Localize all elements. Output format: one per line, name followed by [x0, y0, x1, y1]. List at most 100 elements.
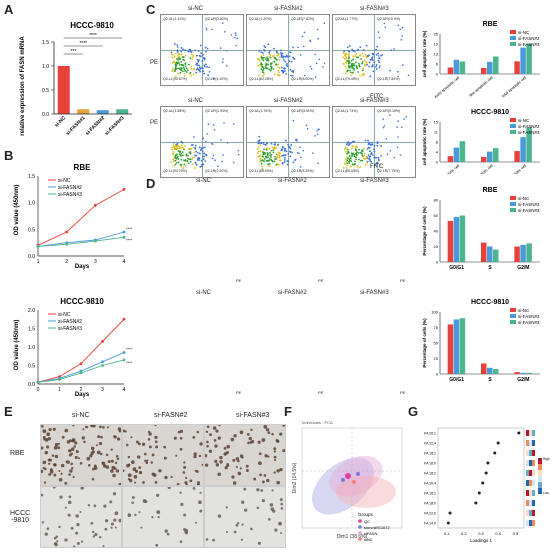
grouped-legend-label: si-NC [518, 30, 530, 35]
b-ytick: 1.5 [28, 327, 35, 333]
c-flow-dot [198, 66, 201, 69]
grouped-legend-label: si-NC [518, 196, 530, 201]
e-cell-dot [138, 466, 142, 470]
c-flow-dot [266, 159, 269, 162]
c-flow-dot [377, 52, 380, 55]
c-flow-plot: Q2-UL(1.73%) Q2-UR(5.19%) Q2-LL(85.33%) Q2-… [332, 106, 416, 178]
pca-point [356, 472, 360, 476]
e-cell-dot [114, 526, 117, 529]
c-flow-dot [342, 62, 345, 65]
pca-point [341, 478, 345, 482]
c-flow-dot [264, 58, 267, 60]
c-flow-dot [191, 156, 194, 159]
e-cell-dot [264, 454, 268, 458]
c-flow-dot [354, 148, 357, 151]
e-cell-dot [280, 532, 283, 535]
b-xtick: 3 [94, 259, 97, 265]
e-cell-dot [110, 459, 114, 463]
e-cell-dot [75, 531, 79, 535]
c-flow-dot [399, 28, 402, 30]
e-cell-dot [87, 504, 91, 507]
c-quadrant-label: Q2-UR(3.91%) [291, 109, 315, 113]
c-flow-dot [297, 46, 299, 49]
e-cell-dot [134, 481, 137, 484]
e-cell-dot [60, 463, 65, 468]
panel-label-b: B [4, 148, 14, 163]
e-cell-dot [64, 506, 67, 509]
g-heat-cell [529, 430, 532, 436]
c-flow-dot [355, 65, 358, 68]
e-cell-dot [70, 452, 74, 456]
e-cell-dot [127, 477, 131, 481]
c-flow-dot [371, 141, 373, 144]
e-cell-dot [235, 465, 239, 469]
e-cell-dot [271, 432, 274, 436]
d-group-title: si-NC [196, 290, 211, 296]
c-flow-dot [175, 161, 178, 164]
g-heat-cell [532, 490, 535, 496]
e-cell-dot [195, 470, 199, 473]
e-cell-dot [107, 460, 111, 464]
c-flow-dot [366, 56, 368, 59]
c-flow-dot [363, 152, 366, 155]
grouped-bar [526, 243, 532, 262]
c-flow-dot [268, 158, 271, 160]
c-flow-dot [275, 64, 277, 66]
c-quadrant-label: Q2-LR(2.20%) [205, 169, 228, 173]
c-flow-dot [181, 63, 184, 66]
c-flow-dot [303, 31, 306, 34]
c-flow-dot [194, 147, 197, 150]
c-flow-dot [171, 53, 173, 56]
c-flow-dot [205, 27, 208, 29]
c-flow-dot [358, 148, 360, 151]
c-flow-dot [366, 148, 369, 150]
c-flow-dot [205, 63, 207, 66]
c-flow-dot [202, 70, 205, 73]
panel-a-ylabel: relative expression of FASN mRNA [20, 36, 26, 136]
e-cell-dot [205, 454, 208, 458]
b-point [101, 340, 104, 343]
e-cell-dot [199, 509, 203, 513]
grouped-bar [459, 318, 466, 374]
c-flow-dot [302, 45, 305, 48]
c-flow-dot [377, 168, 379, 171]
panel-c-bars: RBE cell apoptotic rate (%) 0 6 13 19 25 early … [422, 21, 540, 174]
c-flow-dot [265, 148, 268, 151]
g-loading-point [481, 481, 485, 485]
e-cell-dot [271, 489, 274, 492]
c-flow-dot [277, 151, 280, 154]
a-category-label: si-FASN#2 [84, 115, 106, 137]
e-cell-dot [177, 430, 181, 434]
c-flow-dot [353, 153, 356, 156]
g-heat-cell [526, 440, 529, 446]
c-flow-dot [401, 64, 404, 66]
b-sig: **** [126, 237, 133, 242]
e-cell-dot [41, 425, 44, 428]
c-flow-dot [198, 146, 201, 149]
c-flow-dot [192, 136, 195, 138]
c-flow-dot [202, 57, 205, 59]
c-flow-dot [280, 55, 283, 58]
c-flow-dot [356, 166, 359, 169]
c-flow-dot [292, 70, 295, 72]
c-flow-dot [364, 139, 367, 142]
c-flow-dot [201, 67, 204, 70]
c-flow-dot [288, 55, 291, 58]
c-flow-dot [283, 158, 286, 161]
c-flow-dot [174, 52, 177, 55]
b-sig: **** [126, 347, 133, 352]
e-cell-dot [164, 475, 168, 480]
e-cell-dot [232, 458, 236, 462]
c-flow-dot [377, 55, 380, 57]
c-flow-dot [316, 28, 319, 31]
c-flow-dot [261, 165, 264, 168]
c-flow-dot [376, 144, 379, 147]
c-flow-dot [172, 61, 174, 64]
c-flow-dot [287, 160, 290, 163]
g-item-label: FA 14:0 [424, 522, 436, 526]
c-flow-dot [287, 152, 290, 155]
e-cell-dot [280, 502, 284, 506]
c-flow-dot [405, 115, 408, 118]
e-cell-dot [104, 527, 108, 531]
c-flow-dot [292, 46, 294, 49]
